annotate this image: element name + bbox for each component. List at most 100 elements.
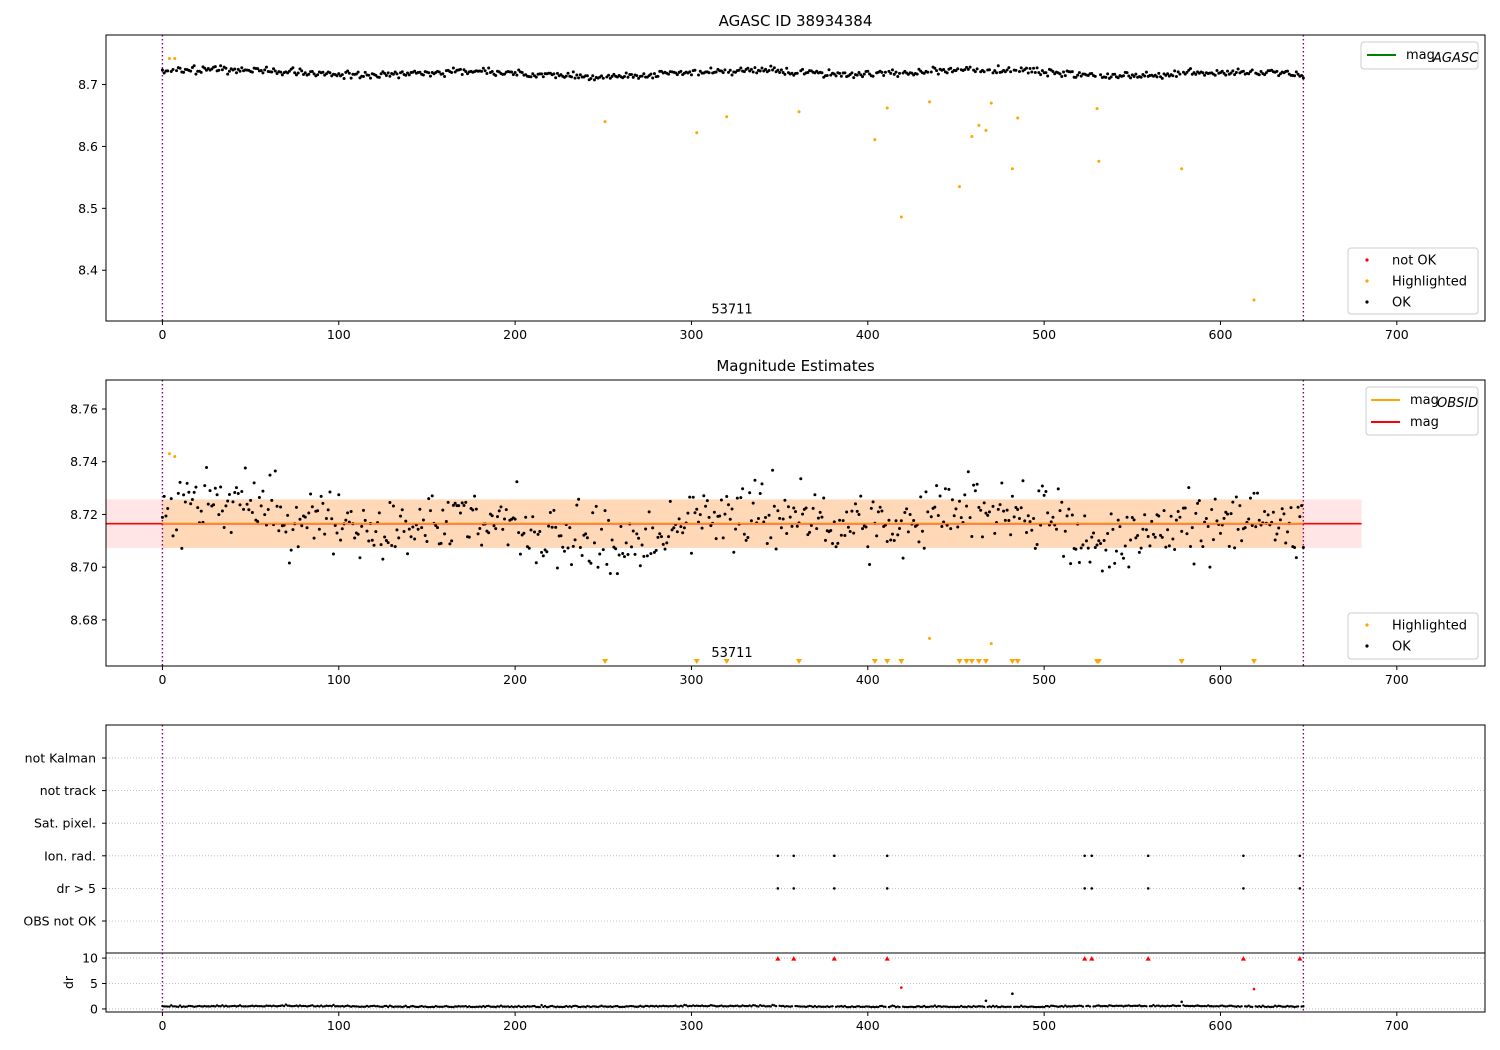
ok-point: [651, 526, 655, 530]
ok-point: [533, 530, 537, 534]
ok-point: [929, 515, 933, 519]
ok-point: [1079, 74, 1083, 78]
dr-point: [371, 1004, 374, 1008]
ok-point: [252, 481, 256, 485]
ok-point: [411, 525, 415, 529]
ok-point: [383, 71, 387, 75]
offscale-marker: [1095, 659, 1102, 664]
ok-point: [1010, 494, 1014, 498]
flag-point: [776, 887, 780, 890]
x-tick-label: 0: [158, 672, 166, 687]
ok-point: [723, 512, 727, 516]
ok-point: [875, 534, 879, 538]
ok-point: [1160, 535, 1164, 539]
x-tick-label: 200: [503, 1018, 527, 1033]
ok-point: [614, 547, 618, 551]
ok-point: [668, 499, 672, 503]
ok-point: [361, 75, 365, 79]
dr-point: [990, 1005, 993, 1009]
flags-panel: OBS not OK dr > 5 Ion. rad. Sat. pixel. not …: [23, 724, 1486, 954]
dr-point: [1034, 1005, 1037, 1009]
ok-point: [795, 524, 799, 528]
ok-point: [984, 511, 988, 515]
dr-point: [422, 1005, 425, 1008]
ok-point: [370, 538, 374, 542]
ok-point: [1275, 532, 1279, 536]
ok-point: [293, 71, 297, 75]
dr-point: [439, 1005, 443, 1009]
dr-point: [177, 1005, 180, 1009]
ok-point: [600, 527, 604, 531]
highlighted-point: [1252, 298, 1256, 302]
ok-point: [778, 71, 782, 75]
offscale-marker: [898, 659, 905, 664]
ok-point: [460, 72, 464, 76]
ok-point: [788, 515, 792, 519]
ok-point: [622, 75, 626, 79]
ok-point: [1028, 66, 1032, 70]
ok-point: [303, 515, 307, 519]
x-tick-label: 300: [680, 672, 704, 687]
ok-point: [1213, 73, 1217, 77]
ok-point: [1266, 513, 1270, 517]
ok-point: [1206, 524, 1210, 528]
dr-point: [626, 1005, 630, 1008]
ok-point: [855, 509, 859, 513]
dr-point: [614, 1004, 617, 1008]
ok-point: [922, 71, 926, 75]
ok-point: [700, 526, 704, 530]
chart-title: AGASC ID 38934384: [719, 12, 873, 30]
dr-capped-marker: [1240, 956, 1247, 961]
ok-point: [1224, 73, 1228, 77]
dr-point: [404, 1004, 407, 1008]
ok-point: [749, 67, 753, 71]
ok-point: [866, 69, 870, 73]
ok-point: [753, 478, 757, 482]
ok-point: [1106, 72, 1110, 76]
ok-point: [1197, 499, 1201, 503]
dr-point: [533, 1004, 536, 1008]
dr-point: [1067, 1005, 1071, 1008]
ok-point: [1250, 68, 1254, 72]
ok-point: [1293, 74, 1297, 78]
offscale-marker: [1014, 659, 1021, 664]
dr-point: [312, 1005, 316, 1008]
ok-point: [238, 69, 242, 73]
ok-point: [695, 507, 699, 511]
dr-point: [1168, 1004, 1171, 1008]
dr-point: [244, 1005, 247, 1008]
ok-point: [589, 561, 593, 565]
y-tick-label: 8.74: [70, 454, 98, 469]
dr-point: [259, 1004, 263, 1008]
ok-point: [398, 514, 402, 518]
ok-point: [600, 74, 604, 78]
ok-point: [1044, 490, 1048, 494]
dr-point: [231, 1004, 235, 1008]
ok-point: [1289, 506, 1293, 510]
highlighted-point: [928, 636, 932, 640]
ok-point: [476, 532, 480, 536]
ok-point: [1162, 509, 1166, 513]
dr-point: [184, 1005, 187, 1009]
dr-panel: 0 100 200 300 400 500 600 700 0 5 10 dr: [61, 951, 1486, 1033]
ok-point: [1174, 74, 1178, 78]
dr-point: [954, 1005, 958, 1009]
ok-point: [746, 535, 750, 539]
highlighted-point: [167, 57, 171, 61]
ok-point: [481, 66, 485, 70]
ok-point: [494, 527, 498, 531]
dr-point: [1072, 1004, 1076, 1008]
ok-point: [607, 518, 611, 522]
ok-point: [658, 532, 662, 536]
ok-point: [681, 531, 685, 535]
ok-point: [603, 509, 607, 513]
ok-point: [219, 64, 223, 68]
offscale-marker: [982, 659, 989, 664]
ok-point: [1111, 527, 1115, 531]
dr-point: [1111, 1004, 1115, 1008]
dr-point: [1129, 1004, 1132, 1008]
dr-point: [1302, 1005, 1305, 1008]
ok-point: [1224, 510, 1228, 514]
dr-point: [766, 1005, 769, 1008]
ok-point: [524, 515, 528, 519]
